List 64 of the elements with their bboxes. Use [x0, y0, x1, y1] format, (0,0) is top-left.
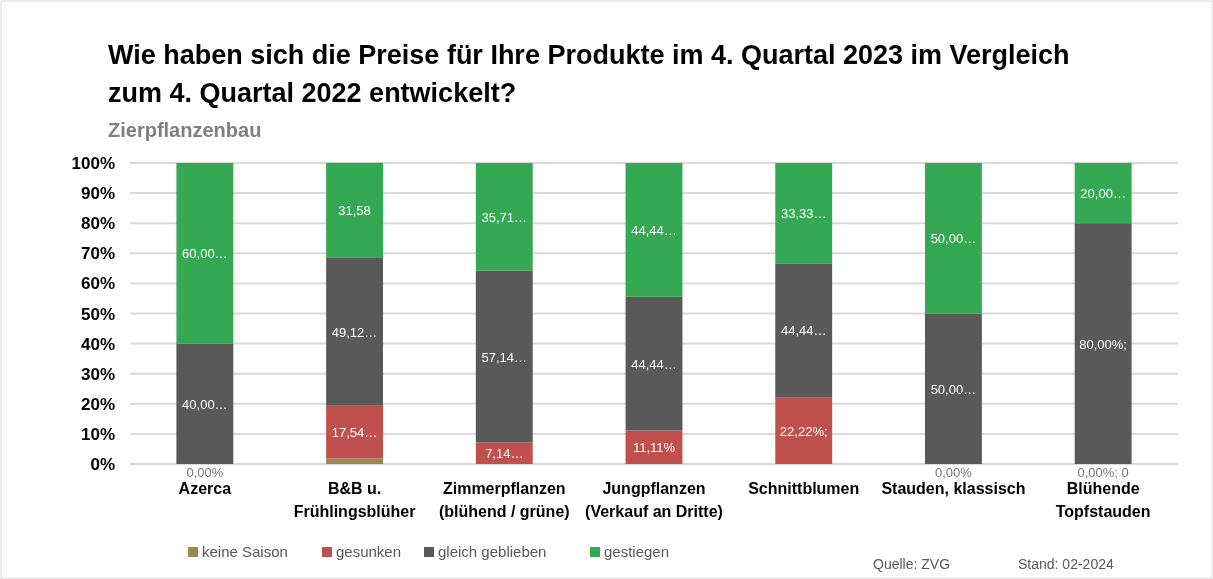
bar — [176, 163, 234, 344]
legend-label: gesunken — [336, 543, 402, 560]
data-label: 57,14… — [481, 349, 528, 365]
y-tick-label: 80% — [80, 214, 115, 234]
bar — [775, 397, 833, 464]
x-tick-label: Azerca — [178, 480, 232, 497]
bar — [326, 257, 384, 406]
x-tick-label: B&B u. Frühlingsblüher — [293, 480, 416, 520]
data-label: 60,00… — [182, 246, 228, 262]
bar — [326, 458, 384, 464]
y-tick-label: 90% — [80, 184, 115, 204]
data-label: 50,00… — [930, 381, 977, 397]
data-label: 33,33… — [780, 206, 827, 222]
bar — [475, 163, 533, 271]
bar — [775, 163, 833, 264]
y-tick-label: 10% — [80, 424, 115, 444]
data-label: 22,22%; — [779, 423, 828, 439]
bar — [176, 343, 234, 464]
bar — [924, 313, 982, 464]
data-label: 0,00% — [186, 465, 224, 480]
y-tick-label: 70% — [80, 244, 115, 264]
y-tick-label: 0% — [90, 455, 115, 474]
text: Stand: 02-2024 — [1018, 556, 1114, 572]
bar — [326, 405, 384, 459]
bar — [1074, 163, 1132, 224]
data-label: 49,12… — [331, 324, 378, 340]
y-tick-label: 40% — [80, 334, 115, 354]
x-tick-label: Stauden, klassisch — [881, 480, 1026, 497]
data-label: 44,44… — [631, 356, 677, 372]
x-tick-label: Schnittblumen — [748, 480, 860, 497]
bar — [924, 163, 982, 314]
bar — [1074, 223, 1132, 464]
data-label: 0,00%; 0 — [1077, 465, 1129, 480]
y-tick-label: 100% — [71, 154, 115, 173]
data-label: 11,11% — [632, 440, 676, 456]
data-label: 17,54… — [331, 425, 378, 441]
bar — [775, 263, 833, 398]
data-label: 40,00… — [182, 396, 228, 412]
bar — [475, 270, 533, 443]
data-label: 7,14… — [485, 446, 524, 462]
data-label: 0,00% — [934, 465, 973, 480]
x-tick-label: Zimmerpflanzen (blühend / grüne) — [438, 480, 570, 520]
data-label: 44,44… — [780, 323, 827, 339]
x-tick-label: Blühende Topfstauden — [1055, 480, 1151, 520]
y-tick-label: 60% — [80, 274, 115, 294]
legend-label: gestiegen — [604, 543, 670, 560]
chart-title: Wie haben sich die Preise für Ihre Produkte im 4. Quartal 2023 im Vergleich zum 4. Quartal 2022 entwickelt? — [108, 40, 1070, 108]
legend-label: gleich geblieben — [438, 543, 547, 560]
y-tick-label: 20% — [80, 394, 115, 414]
data-label: 31,58 — [338, 203, 371, 219]
y-tick-label: 30% — [80, 364, 115, 384]
bar — [625, 296, 683, 431]
data-label: 44,44… — [631, 222, 677, 238]
data-label: 35,71… — [481, 209, 528, 225]
source-note: Quelle: ZVG — [873, 556, 951, 572]
x-tick-label: Jungpflanzen (Verkauf an Dritte) — [585, 480, 723, 520]
data-label: 50,00… — [930, 231, 977, 247]
bar — [326, 162, 384, 258]
bar — [625, 163, 683, 297]
data-label: 80,00%; — [1079, 336, 1127, 352]
chart-subtitle: Zierpflanzenbau — [108, 119, 262, 141]
y-tick-label: 50% — [80, 304, 115, 324]
legend-label: keine Saison — [202, 543, 288, 560]
data-label: 20,00… — [1080, 186, 1126, 202]
